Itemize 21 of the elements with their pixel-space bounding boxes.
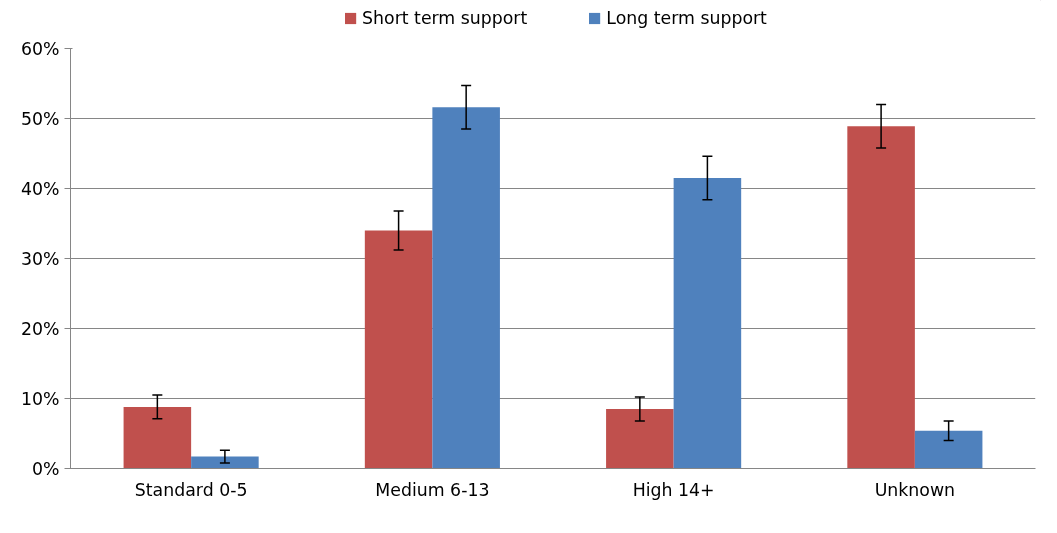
legend-label: Short term support — [362, 8, 528, 28]
y-tick-label: 40% — [20, 178, 60, 199]
bar — [123, 406, 192, 469]
bar — [432, 107, 500, 469]
bar — [364, 230, 433, 469]
bar — [606, 409, 674, 469]
x-tick-label: Unknown — [874, 479, 956, 500]
x-tick-label: Standard 0-5 — [134, 479, 248, 500]
y-tick-label: 30% — [20, 248, 60, 269]
y-tick-label: 10% — [20, 388, 60, 409]
bar — [673, 178, 742, 469]
y-tick-label: 60% — [20, 38, 60, 59]
bar — [847, 126, 915, 469]
x-tick-label: Medium 6-13 — [375, 479, 490, 500]
bar — [914, 430, 983, 469]
y-tick-label: 50% — [20, 108, 60, 129]
bar — [191, 456, 259, 469]
legend-label: Long term support — [606, 8, 767, 28]
y-tick-label: 20% — [20, 318, 60, 339]
y-tick-label: 0% — [32, 458, 60, 479]
x-tick-label: High 14+ — [632, 479, 715, 500]
